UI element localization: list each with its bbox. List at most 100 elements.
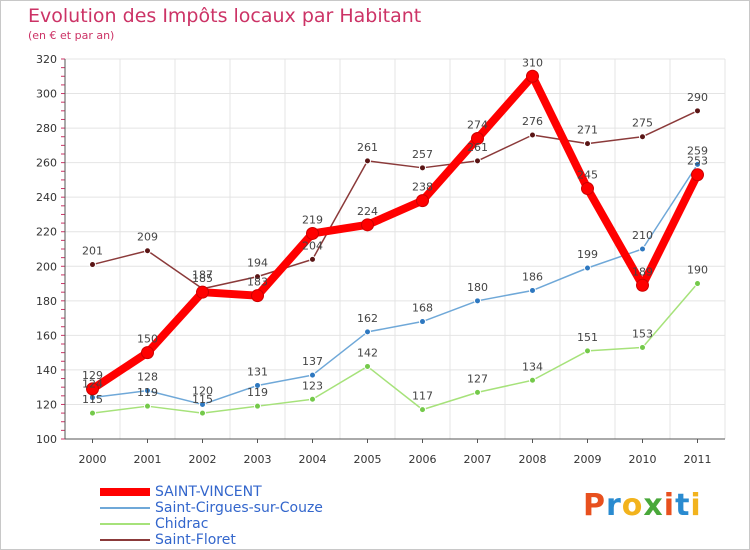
y-tick-label: 100 <box>36 433 57 446</box>
data-label-saint-vincent: 150 <box>137 333 158 346</box>
x-tick-label: 2008 <box>519 453 547 466</box>
data-point-chidrac <box>309 395 316 403</box>
legend-item-saint-cirgues[interactable]: Saint-Cirgues-sur-Couze <box>100 500 323 516</box>
data-label-saint-vincent: 245 <box>577 169 598 182</box>
chart-subtitle: (en € et par an) <box>28 29 115 42</box>
data-label-saint-floret: 194 <box>247 257 268 270</box>
data-point-saint-floret <box>694 107 701 115</box>
data-label-saint-cirgues-sur-couze: 131 <box>247 365 268 378</box>
chart-title: Evolution des Impôts locaux par Habitant <box>28 5 422 27</box>
series-line-chidrac <box>91 282 699 414</box>
data-label-saint-vincent: 219 <box>302 213 323 226</box>
legend-label-saint-vincent: SAINT-VINCENT <box>155 484 262 500</box>
data-point-chidrac <box>529 376 536 384</box>
data-point-chidrac <box>694 280 701 288</box>
y-tick-label: 240 <box>36 191 57 204</box>
data-point-saint-vincent <box>416 194 429 208</box>
data-point-saint-cirgues-sur-couze <box>309 371 316 379</box>
data-label-saint-vincent: 310 <box>522 56 543 69</box>
data-point-saint-vincent <box>691 168 704 182</box>
data-label-saint-cirgues-sur-couze: 128 <box>137 371 158 384</box>
data-point-chidrac <box>144 402 151 410</box>
data-point-saint-vincent <box>526 69 539 83</box>
data-point-saint-cirgues-sur-couze <box>584 264 591 272</box>
legend-swatch-saint-vincent <box>100 488 150 496</box>
legend-label-saint-cirgues: Saint-Cirgues-sur-Couze <box>155 500 323 516</box>
legend-item-saint-floret[interactable]: Saint-Floret <box>100 532 323 548</box>
data-point-chidrac <box>254 402 261 410</box>
data-point-saint-floret <box>144 247 151 255</box>
data-label-saint-vincent: 185 <box>192 272 213 285</box>
data-point-chidrac <box>474 388 481 396</box>
data-point-saint-vincent <box>581 182 594 196</box>
data-point-saint-cirgues-sur-couze <box>419 318 426 326</box>
data-label-chidrac: 134 <box>522 360 543 373</box>
data-point-saint-floret <box>474 157 481 165</box>
data-label-saint-floret: 257 <box>412 148 433 161</box>
data-label-saint-floret: 290 <box>687 91 708 104</box>
data-label-saint-cirgues-sur-couze: 162 <box>357 312 378 325</box>
data-point-saint-vincent <box>196 285 209 299</box>
legend-item-saint-vincent[interactable]: SAINT-VINCENT <box>100 484 323 500</box>
data-point-chidrac <box>199 409 206 417</box>
data-label-chidrac: 153 <box>632 327 653 340</box>
data-point-saint-cirgues-sur-couze <box>144 387 151 395</box>
data-label-saint-cirgues-sur-couze: 199 <box>577 248 598 261</box>
data-point-saint-vincent <box>251 289 264 303</box>
legend-item-chidrac[interactable]: Chidrac <box>100 516 323 532</box>
y-tick-label: 160 <box>36 329 57 342</box>
data-label-saint-floret: 261 <box>357 141 378 154</box>
data-point-saint-floret <box>309 255 316 263</box>
data-label-saint-cirgues-sur-couze: 120 <box>192 384 213 397</box>
legend-label-chidrac: Chidrac <box>155 516 209 532</box>
data-label-saint-cirgues-sur-couze: 210 <box>632 229 653 242</box>
data-point-chidrac <box>89 409 96 417</box>
y-tick-label: 320 <box>36 53 57 66</box>
proxiti-logo: Proxiti <box>583 488 702 523</box>
data-label-saint-floret: 204 <box>302 239 323 252</box>
y-tick-label: 220 <box>36 226 57 239</box>
data-label-saint-floret: 201 <box>82 245 103 258</box>
data-point-chidrac <box>419 406 426 414</box>
series-line-saint-cirgues-sur-couze <box>91 163 699 406</box>
data-label-saint-floret: 276 <box>522 115 543 128</box>
data-point-saint-cirgues-sur-couze <box>694 160 701 168</box>
data-label-saint-cirgues-sur-couze: 137 <box>302 355 323 368</box>
y-tick-label: 300 <box>36 88 57 101</box>
x-tick-label: 2000 <box>79 453 107 466</box>
data-point-saint-floret <box>529 131 536 139</box>
legend-swatch-saint-floret <box>100 539 150 541</box>
data-label-saint-floret: 187 <box>192 269 213 282</box>
x-tick-label: 2004 <box>299 453 327 466</box>
data-label-chidrac: 151 <box>577 331 598 344</box>
data-point-saint-vincent <box>306 226 319 240</box>
data-label-saint-vincent: 189 <box>632 265 653 278</box>
data-label-saint-vincent: 224 <box>357 205 378 218</box>
data-label-saint-cirgues-sur-couze: 180 <box>467 281 488 294</box>
data-label-saint-floret: 271 <box>577 124 598 137</box>
legend-label-saint-floret: Saint-Floret <box>155 532 236 548</box>
x-tick-label: 2010 <box>629 453 657 466</box>
data-point-saint-vincent <box>361 218 374 232</box>
data-label-saint-cirgues-sur-couze: 168 <box>412 302 433 315</box>
x-tick-label: 2011 <box>684 453 712 466</box>
data-label-chidrac: 123 <box>302 379 323 392</box>
legend: SAINT-VINCENT Saint-Cirgues-sur-Couze Ch… <box>100 484 323 548</box>
y-tick-label: 200 <box>36 260 57 273</box>
data-point-saint-cirgues-sur-couze <box>364 328 371 336</box>
y-tick-label: 120 <box>36 398 57 411</box>
data-label-saint-floret: 275 <box>632 117 653 130</box>
y-tick-label: 280 <box>36 122 57 135</box>
data-label-saint-cirgues-sur-couze: 124 <box>82 378 103 391</box>
x-tick-label: 2001 <box>134 453 162 466</box>
data-label-chidrac: 115 <box>192 393 213 406</box>
data-point-saint-cirgues-sur-couze <box>639 245 646 253</box>
data-point-saint-floret <box>584 140 591 148</box>
y-tick-label: 140 <box>36 364 57 377</box>
data-point-saint-floret <box>89 261 96 269</box>
data-point-chidrac <box>364 362 371 370</box>
data-point-saint-vincent <box>636 278 649 292</box>
x-tick-label: 2003 <box>244 453 272 466</box>
x-tick-label: 2006 <box>409 453 437 466</box>
data-point-saint-cirgues-sur-couze <box>254 381 261 389</box>
